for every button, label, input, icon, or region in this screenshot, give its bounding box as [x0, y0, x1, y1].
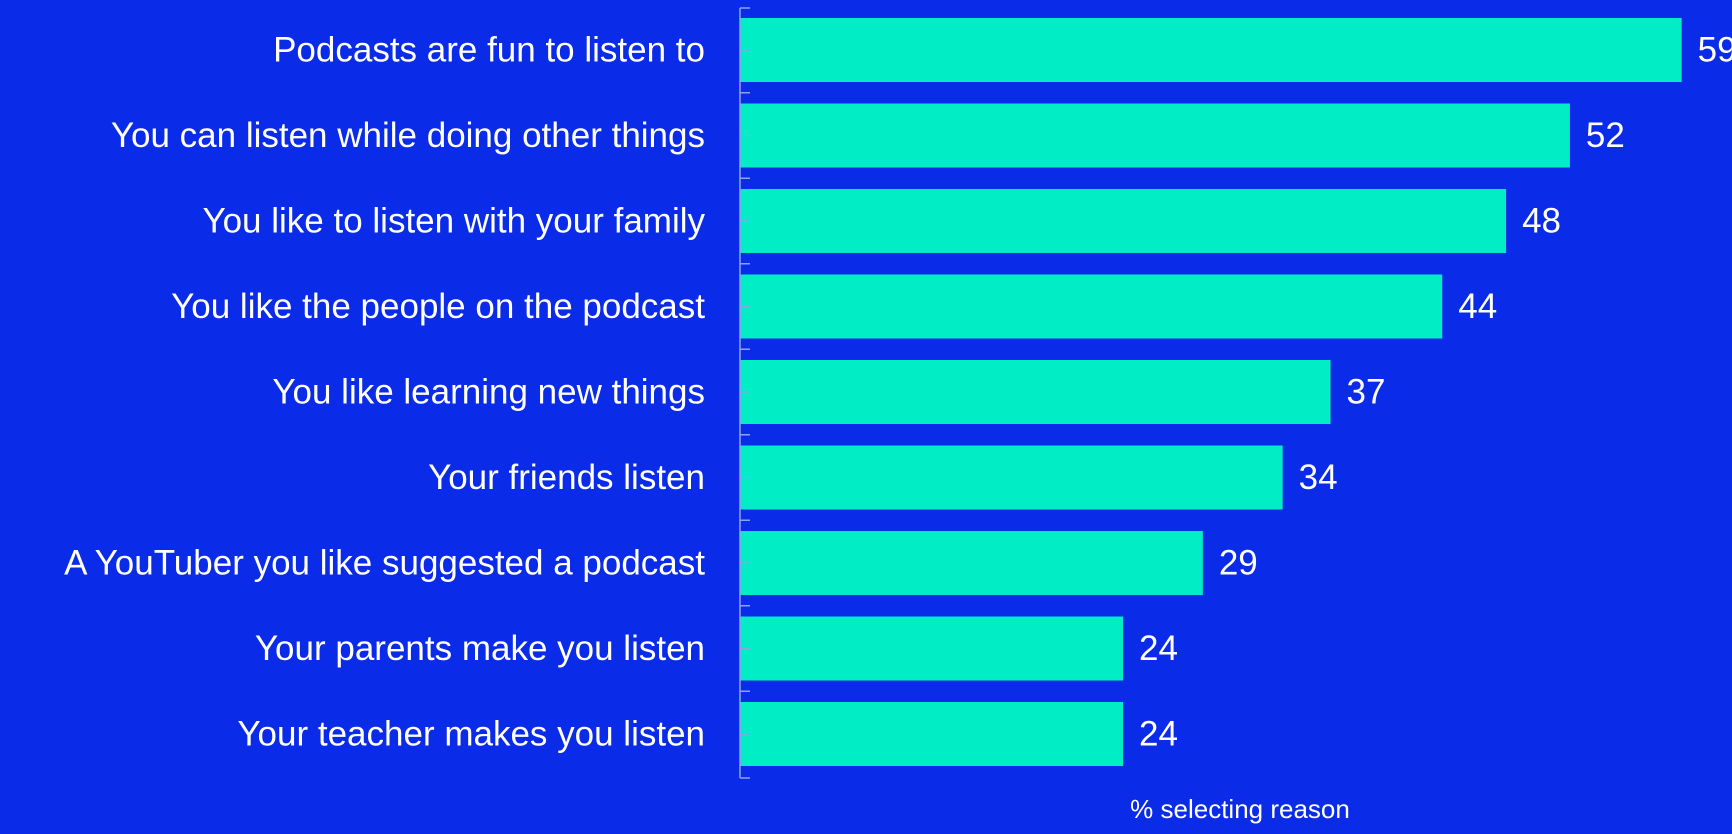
- x-axis-label: % selecting reason: [1130, 794, 1350, 824]
- bar: [740, 189, 1507, 253]
- category-label: You can listen while doing other things: [111, 116, 705, 155]
- value-label: 29: [1219, 544, 1258, 583]
- value-label: 24: [1139, 629, 1178, 668]
- value-label: 37: [1347, 373, 1386, 412]
- category-label: You like to listen with your family: [202, 202, 705, 241]
- value-label: 59: [1698, 31, 1732, 70]
- value-labels: 59 52 48 44 37 34 29 24 24: [1139, 31, 1732, 754]
- bar: [740, 103, 1570, 168]
- bar: [740, 702, 1124, 766]
- bar: [740, 360, 1331, 424]
- category-label: You like the people on the podcast: [171, 287, 705, 326]
- bar: [740, 445, 1283, 510]
- value-label: 48: [1522, 202, 1561, 241]
- value-label: 52: [1586, 116, 1625, 155]
- value-label: 24: [1139, 715, 1178, 754]
- category-labels: Podcasts are fun to listen to You can lis…: [64, 31, 705, 754]
- value-label: 34: [1299, 458, 1338, 497]
- category-label: A YouTuber you like suggested a podcast: [64, 544, 705, 583]
- category-label: Podcasts are fun to listen to: [273, 31, 705, 70]
- bar: [740, 531, 1203, 595]
- bar: [740, 274, 1443, 339]
- category-label: Your teacher makes you listen: [237, 715, 705, 754]
- category-label: Your friends listen: [428, 458, 705, 497]
- y-axis: [739, 7, 750, 779]
- bars-layer: [740, 18, 1682, 766]
- category-label: Your parents make you listen: [255, 629, 705, 668]
- category-label: You like learning new things: [272, 373, 705, 412]
- value-label: 44: [1458, 287, 1497, 326]
- bar: [740, 616, 1124, 681]
- bar: [740, 18, 1682, 82]
